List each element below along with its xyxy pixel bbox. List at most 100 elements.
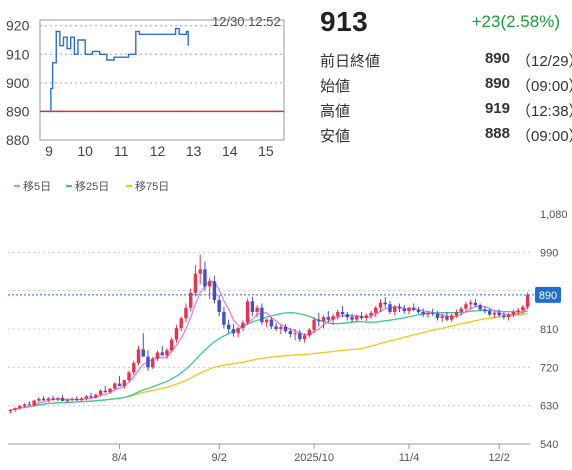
candle-body bbox=[226, 324, 231, 329]
candle-body bbox=[13, 408, 17, 410]
candle-body bbox=[369, 312, 373, 316]
candle-body bbox=[321, 317, 326, 322]
candle bbox=[160, 346, 164, 356]
candle bbox=[132, 360, 136, 375]
candle bbox=[364, 313, 368, 322]
candle bbox=[274, 323, 278, 332]
candle bbox=[222, 306, 226, 329]
ma75-line bbox=[10, 312, 528, 411]
candle bbox=[60, 395, 65, 401]
candle-body bbox=[22, 404, 27, 407]
candle bbox=[393, 305, 397, 316]
candle bbox=[13, 407, 17, 413]
candle-body bbox=[302, 335, 307, 340]
candle bbox=[416, 306, 421, 314]
candle bbox=[65, 398, 70, 404]
y-tick-label: 900 bbox=[6, 75, 30, 91]
quote-row-value: 890 bbox=[484, 75, 510, 92]
candle-body bbox=[426, 312, 430, 315]
candle bbox=[426, 311, 430, 318]
candle-body bbox=[350, 317, 354, 320]
candle bbox=[445, 311, 449, 322]
legend-label: 移25日 bbox=[75, 180, 109, 193]
quote-row-label: 前日終値 bbox=[320, 53, 381, 70]
candle-body bbox=[487, 311, 492, 315]
quote-row-time: （09:00） bbox=[516, 128, 572, 145]
candle-body bbox=[345, 314, 350, 318]
candle bbox=[326, 311, 331, 323]
candle bbox=[302, 333, 307, 343]
candle bbox=[136, 346, 141, 366]
quote-row-time: （12/29） bbox=[516, 53, 572, 70]
candle-body bbox=[393, 306, 397, 312]
candle bbox=[108, 387, 112, 394]
candle bbox=[207, 277, 212, 300]
candle bbox=[383, 297, 387, 308]
candle-body bbox=[525, 294, 530, 307]
candle bbox=[41, 396, 46, 401]
candle-body bbox=[41, 398, 46, 401]
candle-body bbox=[336, 311, 340, 317]
y-tick-label: 890 bbox=[6, 103, 30, 119]
candle bbox=[141, 333, 145, 357]
candle bbox=[483, 306, 487, 314]
candle bbox=[421, 308, 425, 318]
current-price-label: 890 bbox=[539, 290, 557, 302]
quote-row-value: 888 bbox=[484, 125, 510, 142]
candle bbox=[8, 409, 13, 414]
candle bbox=[184, 303, 188, 323]
candle-body bbox=[293, 333, 297, 335]
candle-body bbox=[355, 316, 359, 320]
candle-body bbox=[27, 404, 32, 406]
candle bbox=[492, 311, 497, 318]
candle bbox=[359, 311, 364, 320]
candle-body bbox=[402, 308, 406, 312]
candle bbox=[317, 312, 321, 327]
price-change: +23(2.58%) bbox=[471, 12, 560, 31]
candle bbox=[497, 309, 501, 318]
candle bbox=[231, 323, 236, 337]
candle-body bbox=[483, 309, 487, 312]
candle bbox=[369, 311, 373, 319]
candle bbox=[122, 380, 126, 389]
candle-body bbox=[179, 318, 183, 329]
candle-body bbox=[103, 390, 107, 393]
candle bbox=[478, 303, 482, 312]
candle bbox=[431, 308, 435, 317]
x-tick-label: 12 bbox=[150, 143, 166, 159]
candle-body bbox=[155, 352, 160, 359]
legend-label: 移5日 bbox=[23, 180, 51, 193]
candle bbox=[241, 320, 245, 332]
candle-body bbox=[312, 319, 316, 330]
candle-body bbox=[56, 398, 60, 400]
candle-body bbox=[307, 329, 312, 336]
candle bbox=[89, 392, 93, 398]
candle-body bbox=[340, 311, 345, 315]
candle-body bbox=[407, 307, 411, 312]
candle bbox=[449, 313, 454, 323]
candle bbox=[236, 326, 240, 338]
candle-body bbox=[331, 316, 335, 320]
candle bbox=[27, 401, 32, 406]
candle bbox=[18, 404, 22, 410]
candle-body bbox=[32, 400, 36, 406]
candle bbox=[174, 324, 179, 343]
candle bbox=[170, 337, 174, 353]
candle bbox=[245, 298, 250, 325]
candle bbox=[502, 311, 506, 320]
candle-body bbox=[449, 315, 454, 320]
candle bbox=[269, 317, 274, 329]
candle-body bbox=[241, 322, 245, 329]
candle-body bbox=[231, 329, 236, 334]
candle-body bbox=[141, 349, 145, 357]
candle-body bbox=[94, 394, 98, 398]
candle-body bbox=[89, 396, 93, 398]
candle-body bbox=[184, 307, 188, 319]
y-tick-label: 990 bbox=[540, 247, 558, 259]
candle bbox=[454, 309, 459, 318]
candle bbox=[226, 319, 231, 334]
candle bbox=[378, 299, 383, 312]
candle bbox=[506, 312, 511, 321]
quote-timestamp: 12/30 12:52 bbox=[212, 14, 281, 29]
candle bbox=[212, 275, 217, 304]
